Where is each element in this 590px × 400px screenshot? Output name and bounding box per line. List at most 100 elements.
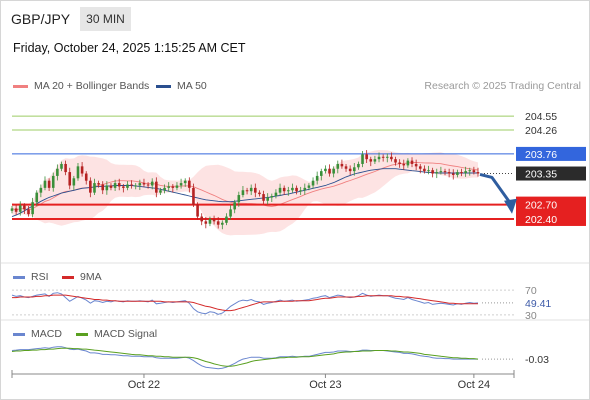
candle-body xyxy=(328,168,331,174)
candle-body xyxy=(423,168,426,172)
candle-body xyxy=(142,183,146,185)
candle-body xyxy=(447,172,451,174)
legend-macd-signal: MACD Signal xyxy=(76,328,157,340)
candle-body xyxy=(51,175,55,188)
legend-ma50: MA 50 xyxy=(156,80,207,92)
candle-body xyxy=(76,166,80,179)
candle-body xyxy=(208,218,212,224)
macd-swatch xyxy=(13,332,25,336)
candle-body xyxy=(336,163,340,169)
resistance-label: 204.26 xyxy=(525,125,557,137)
resistance-label: 203.76 xyxy=(525,149,557,161)
candle-body xyxy=(35,192,39,203)
candle-body xyxy=(418,166,422,169)
candle-body xyxy=(84,173,88,181)
x-tick-label: Oct 24 xyxy=(458,379,490,391)
candle-body xyxy=(122,186,125,188)
candle-body xyxy=(311,180,315,186)
candle-body xyxy=(282,187,286,192)
symbol-title: GBP/JPY xyxy=(11,11,71,27)
candle-body xyxy=(225,216,228,223)
candle-body xyxy=(171,186,175,188)
forecast-arrow-head xyxy=(504,198,517,214)
legend-macd-signal-label: MACD Signal xyxy=(94,328,158,340)
candle-body xyxy=(97,183,100,185)
candle-body xyxy=(241,190,245,196)
ma20-swatch xyxy=(13,84,28,88)
candle-body xyxy=(150,181,154,186)
candle-body xyxy=(155,181,158,193)
legend-rsi: RSI xyxy=(13,271,49,283)
candle-body xyxy=(163,187,166,191)
candle-body xyxy=(266,197,269,201)
support-label-bg xyxy=(516,210,586,226)
candle-body xyxy=(361,154,364,164)
candle-body xyxy=(373,159,377,162)
candle-body xyxy=(262,194,265,201)
candle-body xyxy=(89,180,92,193)
candle-body xyxy=(369,159,373,162)
rsi-ma-swatch xyxy=(62,275,74,279)
candle-body xyxy=(192,187,195,205)
candle-body xyxy=(167,186,171,188)
candle-body xyxy=(14,208,18,212)
candle-body xyxy=(332,168,335,174)
macd-signal-swatch xyxy=(76,332,88,336)
candle-body xyxy=(233,202,236,210)
candle-body xyxy=(23,205,26,210)
candle-body xyxy=(287,190,290,192)
resistance-label: 204.55 xyxy=(525,111,557,123)
x-tick-label: Oct 23 xyxy=(309,379,341,391)
copyright-text: Research © 2025 Trading Central xyxy=(424,80,581,92)
candle-body xyxy=(324,168,327,172)
timeframe-button[interactable]: 30 MIN xyxy=(80,7,131,31)
candle-body xyxy=(72,178,76,186)
candle-body xyxy=(394,159,397,163)
candle-body xyxy=(390,156,393,160)
candle-body xyxy=(10,208,14,211)
candle-body xyxy=(472,170,476,173)
candle-body xyxy=(109,185,113,188)
candle-body xyxy=(307,185,311,188)
candle-body xyxy=(410,160,414,164)
legend-ma20-label: MA 20 + Bollinger Bands xyxy=(34,80,150,92)
candle-body xyxy=(113,183,117,188)
candle-body xyxy=(476,172,480,174)
candle-body xyxy=(464,171,467,174)
candle-body xyxy=(105,185,109,191)
macd-signal-line xyxy=(11,347,479,367)
candle-body xyxy=(270,196,274,198)
candle-body xyxy=(212,218,216,222)
candle-body xyxy=(414,163,418,167)
candle-body xyxy=(365,154,368,160)
candle-body xyxy=(344,166,348,169)
candle-body xyxy=(245,190,249,192)
candle-body xyxy=(175,185,179,188)
candle-body xyxy=(348,168,352,172)
macd-line xyxy=(11,346,478,370)
rsi-level-label: 30 xyxy=(525,310,537,322)
candle-body xyxy=(47,180,51,188)
candle-body xyxy=(254,187,257,193)
support-label: 202.40 xyxy=(525,214,557,226)
candle-body xyxy=(435,172,439,174)
candle-body xyxy=(68,172,72,186)
candle-body xyxy=(93,183,96,193)
candle-body xyxy=(303,187,307,191)
candle-body xyxy=(134,185,138,187)
candle-body xyxy=(468,170,472,172)
candle-body xyxy=(274,192,278,196)
current-price-label: 203.35 xyxy=(525,169,557,181)
candle-body xyxy=(402,163,406,166)
candle-body xyxy=(460,172,463,174)
candle-body xyxy=(27,209,30,215)
candle-body xyxy=(221,222,224,225)
candle-body xyxy=(117,183,121,187)
candle-body xyxy=(39,187,43,193)
legend-ma50-label: MA 50 xyxy=(177,80,207,92)
support-label: 202.70 xyxy=(525,200,557,212)
candle-body xyxy=(381,156,385,158)
resistance-label-bg xyxy=(516,146,586,161)
support-label-bg xyxy=(516,196,586,212)
